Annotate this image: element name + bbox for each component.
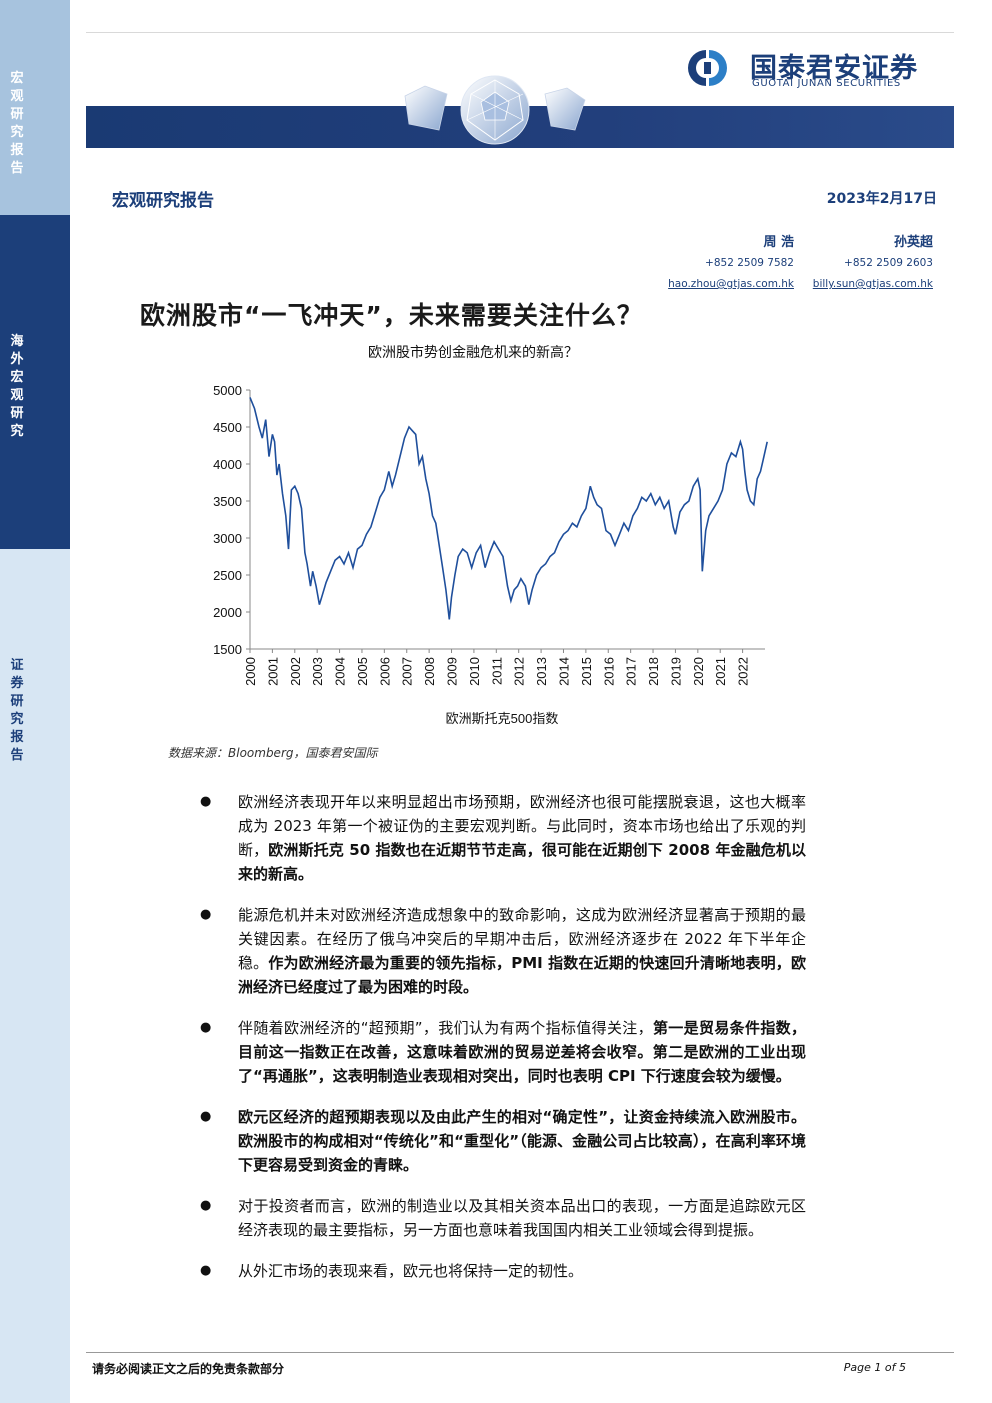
logo-text-en: GUOTAI JUNAN SECURITIES: [752, 78, 901, 89]
bullet-text: 对于投资者而言，欧洲的制造业以及其相关资本品出口的表现，一方面是追踪欧元区经济表…: [238, 1197, 806, 1239]
chart-x-tick-label: 2005: [355, 657, 370, 686]
chart-y-tick-label: 2000: [213, 605, 242, 620]
bullet-item: ● 欧元区经济的超预期表现以及由此产生的相对“确定性”，让资金持续流入欧洲股市。欧…: [196, 1105, 806, 1177]
chart-x-tick-label: 2007: [400, 657, 415, 686]
report-type: 宏观研究报告: [112, 191, 214, 211]
bullet-dot-icon: ●: [200, 1020, 212, 1035]
bullet-dot-icon: ●: [200, 1263, 212, 1278]
chart-x-tick-label: 2004: [333, 657, 348, 686]
data-source: 数据来源：Bloomberg，国泰君安国际: [168, 746, 378, 760]
analyst-name: 周 浩: [763, 235, 794, 250]
report-title: 欧洲股市“一飞冲天”，未来需要关注什么？: [140, 301, 643, 330]
chart-x-tick-label: 2006: [377, 657, 392, 686]
chart-y-tick-label: 4500: [213, 420, 242, 435]
bullet-dot-icon: ●: [200, 1198, 212, 1213]
analyst-name: 孙英超: [893, 235, 933, 250]
chart-y-tick-label: 1500: [213, 642, 242, 657]
company-logo: 国泰君安证券 GUOTAI JUNAN SECURITIES: [676, 46, 956, 96]
bullet-text: 从外汇市场的表现来看，欧元也将保持一定的韧性。: [238, 1262, 584, 1280]
bullet-text: 欧洲经济表现开年以来明显超出市场预期，欧洲经济也很可能摆脱衰退，这也大概率成为 …: [238, 793, 806, 859]
bullet-item: ● 能源危机并未对欧洲经济造成想象中的致命影响，这成为欧洲经济显著高于预期的最关键…: [196, 903, 806, 999]
chart-x-tick-label: 2009: [445, 657, 460, 686]
bullet-bold-text: 欧元区经济的超预期表现以及由此产生的相对“确定性”，让资金持续流入欧洲股市。欧洲…: [238, 1108, 806, 1174]
chart-x-tick-label: 2008: [422, 657, 437, 686]
diamond-decoration-icon: [404, 75, 586, 145]
chart-x-tick-label: 2019: [668, 657, 683, 686]
logo-mark-icon: [688, 50, 727, 86]
analyst-email-link[interactable]: billy.sun@gtjas.com.hk: [812, 278, 933, 290]
chart-x-tick-label: 2013: [534, 657, 549, 686]
chart-y-tick-label: 5000: [213, 383, 242, 398]
sidebar-label: 宏观研究报告: [10, 71, 24, 176]
bullet-bold-text: 作为欧洲经济最为重要的领先指标，PMI 指数在近期的快速回升清晰地表明，欧洲经济…: [238, 954, 806, 996]
chart-x-tick-label: 2017: [624, 657, 639, 686]
bullet-item: ● 对于投资者而言，欧洲的制造业以及其相关资本品出口的表现，一方面是追踪欧元区经济…: [196, 1194, 806, 1242]
chart-x-tick-label: 2014: [556, 657, 571, 686]
analyst-card: 孙英超 +852 2509 2603 billy.sun@gtjas.com.h…: [813, 234, 933, 294]
chart-x-tick-label: 2001: [265, 657, 280, 686]
chart-title: 欧洲股市势创金融危机来的新高？: [368, 345, 578, 361]
sidebar-label: 证券研究报告: [10, 658, 24, 763]
report-date: 2023年2月17日: [826, 191, 937, 207]
chart-x-tick-label: 2012: [512, 657, 527, 686]
bullet-dot-icon: ●: [200, 1109, 212, 1124]
chart-x-tick-label: 2000: [243, 657, 258, 686]
sidebar-label: 海外宏观研究: [10, 334, 24, 439]
logo-text-cn: 国泰君安证券: [750, 53, 918, 84]
chart-x-tick-label: 2002: [288, 657, 303, 686]
bullet-item: ● 欧洲经济表现开年以来明显超出市场预期，欧洲经济也很可能摆脱衰退，这也大概率成为…: [196, 790, 806, 886]
sidebar-macro-research: 宏观研究报告: [0, 0, 70, 215]
chart-x-tick-label: 2022: [736, 657, 751, 686]
bullet-bold-text: 欧洲斯托克 50 指数也在近期节节走高，很可能在近期创下 2008 年金融危机以…: [238, 841, 806, 883]
bullet-text: 伴随着欧洲经济的“超预期”，我们认为有两个指标值得关注，: [238, 1019, 653, 1037]
chart-x-tick-label: 2010: [467, 657, 482, 686]
key-points-list: ● 欧洲经济表现开年以来明显超出市场预期，欧洲经济也很可能摆脱衰退，这也大概率成为…: [196, 790, 806, 1300]
analyst-phone: +852 2509 7582: [705, 257, 794, 269]
analyst-phone: +852 2509 2603: [844, 257, 933, 269]
bullet-dot-icon: ●: [200, 794, 212, 809]
bullet-item: ● 从外汇市场的表现来看，欧元也将保持一定的韧性。: [196, 1259, 806, 1283]
footer-page-number: Page 1 of 5: [843, 1361, 906, 1374]
chart-x-tick-label: 2018: [646, 657, 661, 686]
bullet-dot-icon: ●: [200, 907, 212, 922]
left-sidebar: 宏观研究报告 海外宏观研究 证券研究报告: [0, 0, 70, 1403]
bullet-text: 能源危机并未对欧洲经济造成想象中的致命影响，这成为欧洲经济显著高于预期的最关键因…: [238, 906, 806, 972]
footer-rule: [86, 1352, 954, 1353]
chart-y-tick-label: 3000: [213, 531, 242, 546]
bullet-item: ● 伴随着欧洲经济的“超预期”，我们认为有两个指标值得关注，第一是贸易条件指数，目…: [196, 1016, 806, 1088]
header-rule: [86, 32, 954, 33]
chart-x-tick-label: 2016: [601, 657, 616, 686]
chart-y-tick-label: 3500: [213, 494, 242, 509]
chart-x-tick-label: 2021: [713, 657, 728, 686]
chart-y-tick-label: 4000: [213, 457, 242, 472]
chart-y-tick-label: 2500: [213, 568, 242, 583]
chart-x-tick-label: 2011: [489, 657, 504, 685]
chart-x-axis-label: 欧洲斯托克500指数: [446, 711, 559, 726]
chart-x-tick-label: 2020: [691, 657, 706, 686]
sidebar-overseas-macro: 海外宏观研究: [0, 215, 70, 549]
chart-x-tick-label: 2015: [579, 657, 594, 686]
sidebar-securities-report: 证券研究报告: [0, 549, 70, 1403]
chart-x-tick-label: 2003: [310, 657, 325, 686]
chart-series-line: [249, 397, 768, 620]
footer-disclaimer: 请务必阅读正文之后的免责条款部分: [92, 1362, 285, 1376]
analyst-email-link[interactable]: hao.zhou@gtjas.com.hk: [668, 278, 794, 290]
bullet-bold-text: 第一是贸易条件指数，目前这一指数正在改善，这意味着欧洲的贸易逆差将会收窄。第二是…: [238, 1019, 806, 1085]
analyst-card: 周 浩 +852 2509 7582 hao.zhou@gtjas.com.hk: [668, 234, 794, 294]
